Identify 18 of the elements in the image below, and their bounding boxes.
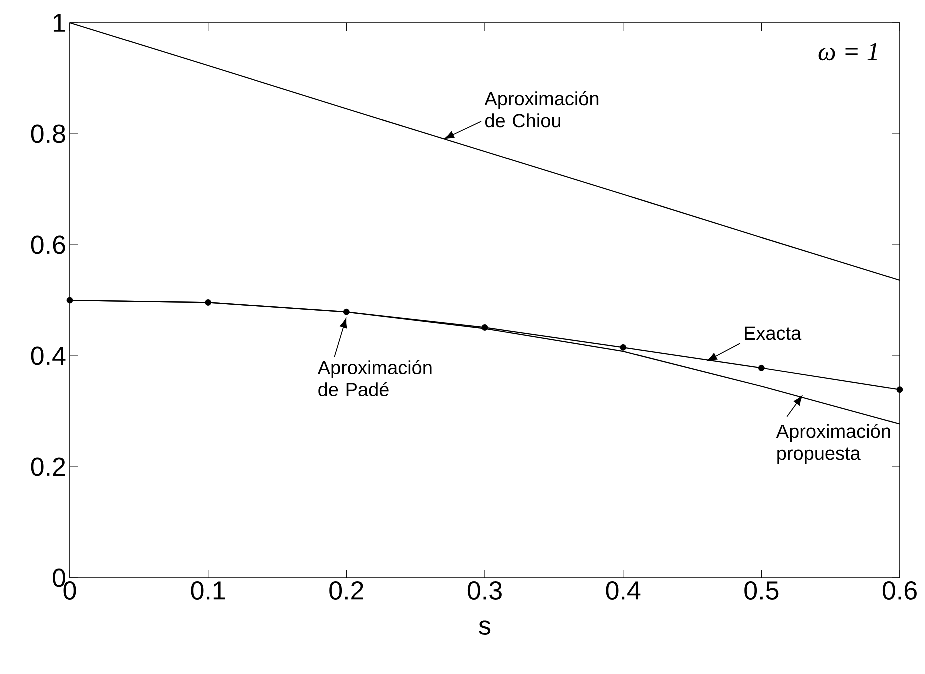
y-tick-label: 0.4: [31, 346, 66, 366]
x-tick-label: 0.4: [606, 582, 641, 600]
x-axis-title: s: [479, 620, 491, 636]
x-tick-label: 0.5: [744, 582, 779, 600]
x-tick-label: 0.6: [882, 582, 917, 600]
annotation: Aproximación propuesta: [776, 424, 890, 464]
y-tick-label: 1: [54, 14, 66, 32]
y-tick-label: 0: [53, 568, 66, 588]
annotation: ω = 1: [818, 43, 878, 61]
y-tick-label: 0.6: [31, 236, 66, 254]
y-tick-label: 0.8: [31, 124, 66, 144]
x-tick-label: 0.1: [191, 582, 226, 600]
x-tick-label: 0.3: [468, 582, 502, 600]
annotation: Aproximación de Padé: [318, 360, 432, 397]
annotation: Exacta: [745, 326, 802, 340]
x-tick-label: 0.2: [330, 582, 364, 600]
annotation: Aproximación de Chiou: [484, 91, 599, 128]
y-tick-label: 0.2: [31, 458, 66, 476]
